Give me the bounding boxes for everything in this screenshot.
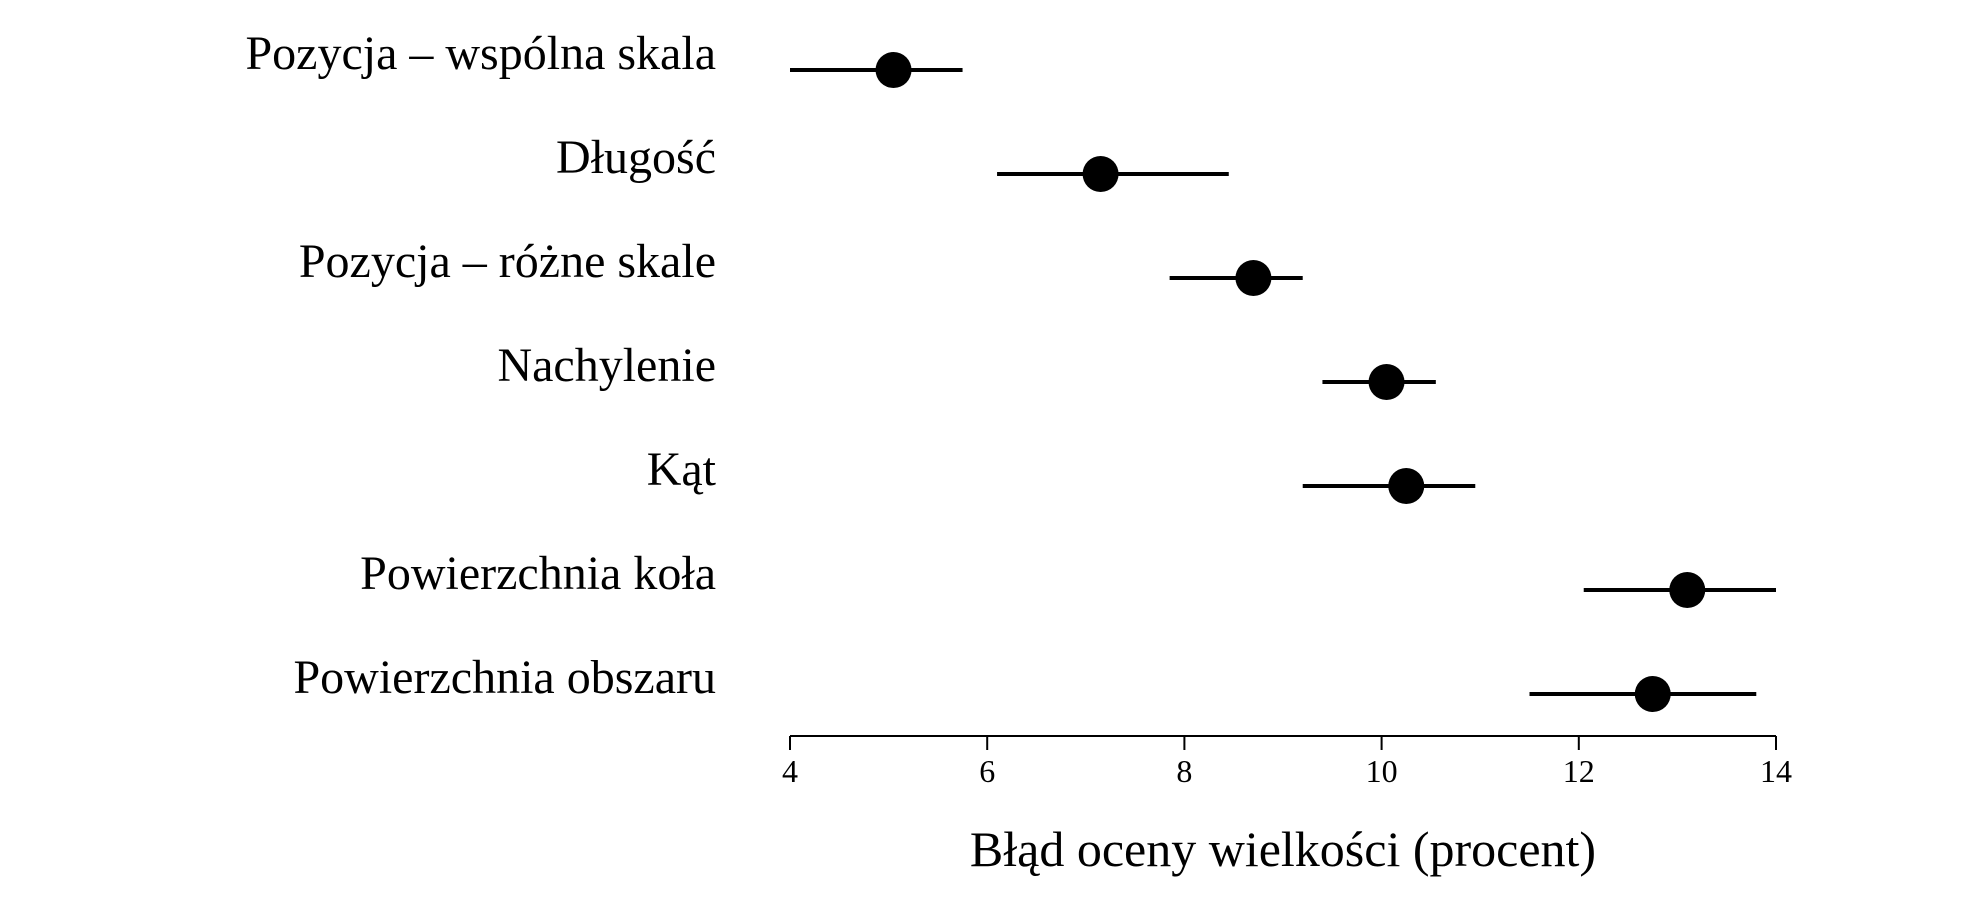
plot-marks	[790, 52, 1776, 712]
point-powierzchnia-obszaru	[1634, 676, 1671, 712]
x-tick-label-10: 10	[1366, 753, 1398, 789]
x-axis: 4 6 8 10 12 14	[782, 735, 1792, 789]
x-axis-title: Błąd oceny wielkości (procent)	[970, 821, 1596, 877]
point-nachylenie	[1368, 364, 1405, 400]
x-tick-label-4: 4	[782, 753, 798, 789]
x-tick-label-8: 8	[1176, 753, 1192, 789]
point-powierzchnia-kola	[1669, 572, 1706, 608]
x-tick-label-12: 12	[1563, 753, 1595, 789]
category-label-pozycja-rozne-skale: Pozycja – różne skale	[299, 235, 716, 288]
point-kat	[1388, 468, 1425, 504]
category-label-nachylenie: Nachylenie	[497, 339, 716, 392]
category-label-kat: Kąt	[647, 443, 717, 496]
category-label-powierzchnia-obszaru: Powierzchnia obszaru	[293, 651, 716, 704]
category-labels: Pozycja – wspólna skala Długość Pozycja – …	[245, 27, 716, 704]
point-pozycja-rozne-skale	[1235, 260, 1272, 296]
point-pozycja-wspolna-skala	[875, 52, 912, 88]
category-label-dlugosc: Długość	[556, 131, 716, 184]
x-tick-label-6: 6	[979, 753, 995, 789]
category-label-pozycja-wspolna-skala: Pozycja – wspólna skala	[245, 27, 716, 80]
category-label-powierzchnia-kola: Powierzchnia koła	[360, 547, 716, 600]
x-tick-label-14: 14	[1760, 753, 1792, 789]
point-dlugosc	[1082, 156, 1119, 192]
